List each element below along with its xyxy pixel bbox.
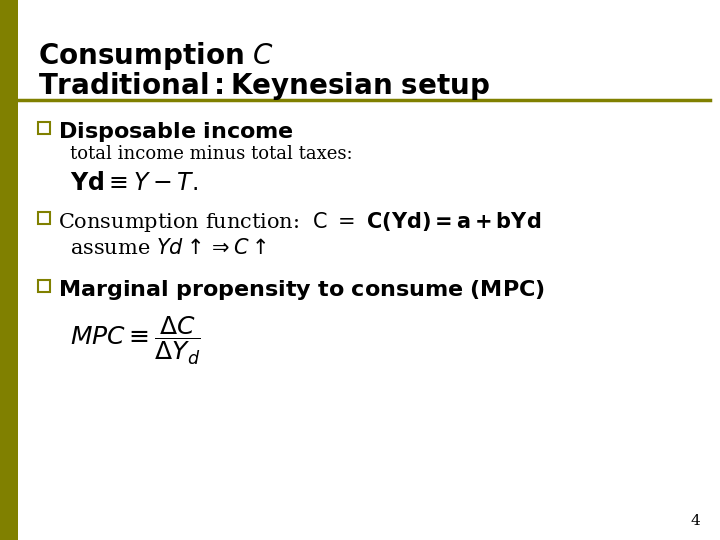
Bar <box>38 122 50 134</box>
Text: $\mathbf{Yd} \equiv \mathit{Y} - \mathit{T}.$: $\mathbf{Yd} \equiv \mathit{Y} - \mathit… <box>70 172 198 195</box>
Text: $\mathbf{Disposable\ income}$: $\mathbf{Disposable\ income}$ <box>58 120 294 144</box>
Bar <box>38 212 50 224</box>
Text: total income minus total taxes:: total income minus total taxes: <box>70 145 353 163</box>
Text: assume $\mathit{Yd}\uparrow \Rightarrow \mathit{C}\uparrow$: assume $\mathit{Yd}\uparrow \Rightarrow … <box>70 238 267 258</box>
Text: 4: 4 <box>690 514 700 528</box>
Text: $\mathbf{Traditional: Keynesian\ setup}$: $\mathbf{Traditional: Keynesian\ setup}$ <box>38 70 490 102</box>
Text: $\mathbf{Consumption}$ $\mathit{C}$: $\mathbf{Consumption}$ $\mathit{C}$ <box>38 40 274 72</box>
Text: $\mathit{MPC} \equiv \dfrac{\Delta C}{\Delta Y_d}$: $\mathit{MPC} \equiv \dfrac{\Delta C}{\D… <box>70 315 201 367</box>
Text: $\mathbf{Marginal\ propensity\ to\ consume\ (MPC)}$: $\mathbf{Marginal\ propensity\ to\ consu… <box>58 278 545 302</box>
Text: Consumption function:  $\mathrm{C}$ $=$ $\mathbf{C(Yd) = a+bYd}$: Consumption function: $\mathrm{C}$ $=$ $… <box>58 210 541 234</box>
Bar <box>0 0 18 540</box>
Bar <box>38 280 50 292</box>
